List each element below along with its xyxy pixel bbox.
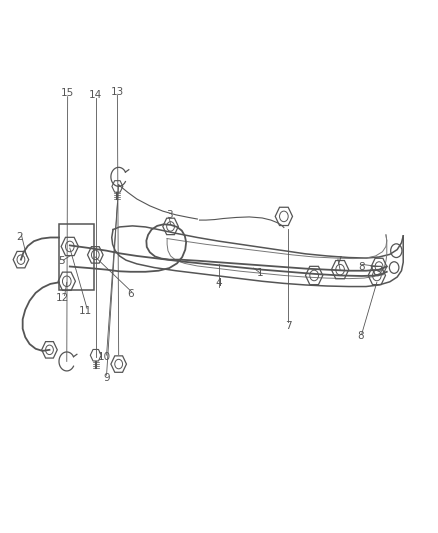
- Text: 7: 7: [285, 320, 292, 330]
- Text: 13: 13: [111, 87, 124, 98]
- Text: 7: 7: [335, 256, 341, 266]
- Bar: [59, 224, 94, 290]
- Text: 11: 11: [78, 306, 92, 316]
- Text: 1: 1: [257, 268, 263, 278]
- Text: 9: 9: [103, 373, 110, 383]
- Text: 10: 10: [98, 352, 111, 362]
- Text: 4: 4: [215, 278, 223, 288]
- Text: 2: 2: [16, 232, 22, 243]
- Text: 3: 3: [166, 210, 173, 220]
- Text: 14: 14: [89, 90, 102, 100]
- Text: 15: 15: [61, 88, 74, 99]
- Text: 8: 8: [358, 262, 365, 271]
- Text: 8: 8: [357, 331, 364, 341]
- Text: 6: 6: [127, 289, 134, 299]
- Text: 12: 12: [56, 293, 69, 303]
- Text: 5: 5: [58, 256, 64, 266]
